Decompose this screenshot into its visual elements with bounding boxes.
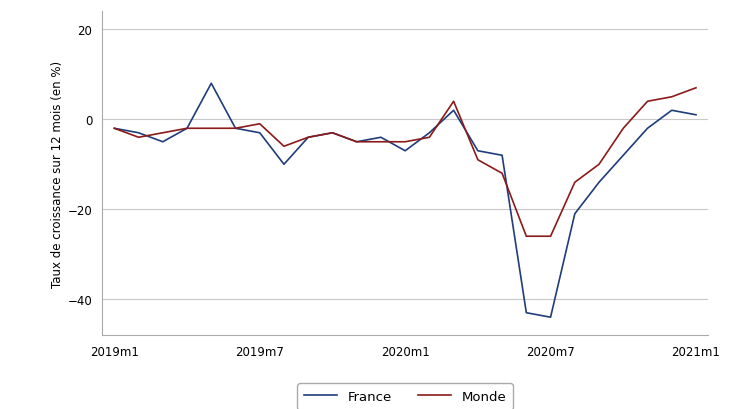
France [377, 135, 385, 140]
Monde [691, 86, 700, 91]
Monde [134, 135, 143, 140]
Monde [280, 144, 288, 149]
Monde [522, 234, 531, 239]
Monde [353, 140, 361, 145]
France [182, 126, 191, 131]
France [691, 113, 700, 118]
Monde [546, 234, 555, 239]
Legend: France, Monde: France, Monde [297, 384, 513, 409]
France [110, 126, 119, 131]
France [449, 108, 458, 113]
France [474, 149, 483, 154]
France [498, 153, 507, 158]
Monde [595, 162, 604, 167]
France [401, 149, 410, 154]
Monde [377, 140, 385, 145]
Monde [570, 180, 579, 185]
France [255, 131, 264, 136]
France [595, 180, 604, 185]
Monde [231, 126, 240, 131]
France [546, 315, 555, 320]
France [158, 140, 167, 145]
Monde [667, 95, 676, 100]
France [619, 153, 628, 158]
France [280, 162, 288, 167]
France [667, 108, 676, 113]
France [207, 82, 215, 87]
Monde [425, 135, 434, 140]
Monde [401, 140, 410, 145]
France [231, 126, 240, 131]
Line: France: France [115, 84, 696, 317]
Monde [182, 126, 191, 131]
France [328, 131, 337, 136]
France [304, 135, 312, 140]
Y-axis label: Taux de croissance sur 12 mois (en %): Taux de croissance sur 12 mois (en %) [50, 61, 64, 287]
Monde [619, 126, 628, 131]
Line: Monde: Monde [115, 89, 696, 237]
Monde [449, 99, 458, 104]
Monde [304, 135, 312, 140]
Monde [328, 131, 337, 136]
Monde [110, 126, 119, 131]
France [353, 140, 361, 145]
Monde [474, 158, 483, 163]
Monde [498, 171, 507, 176]
France [643, 126, 652, 131]
Monde [207, 126, 215, 131]
France [425, 131, 434, 136]
Monde [255, 122, 264, 127]
France [522, 310, 531, 315]
Monde [643, 99, 652, 104]
France [134, 131, 143, 136]
France [570, 212, 579, 217]
Monde [158, 131, 167, 136]
